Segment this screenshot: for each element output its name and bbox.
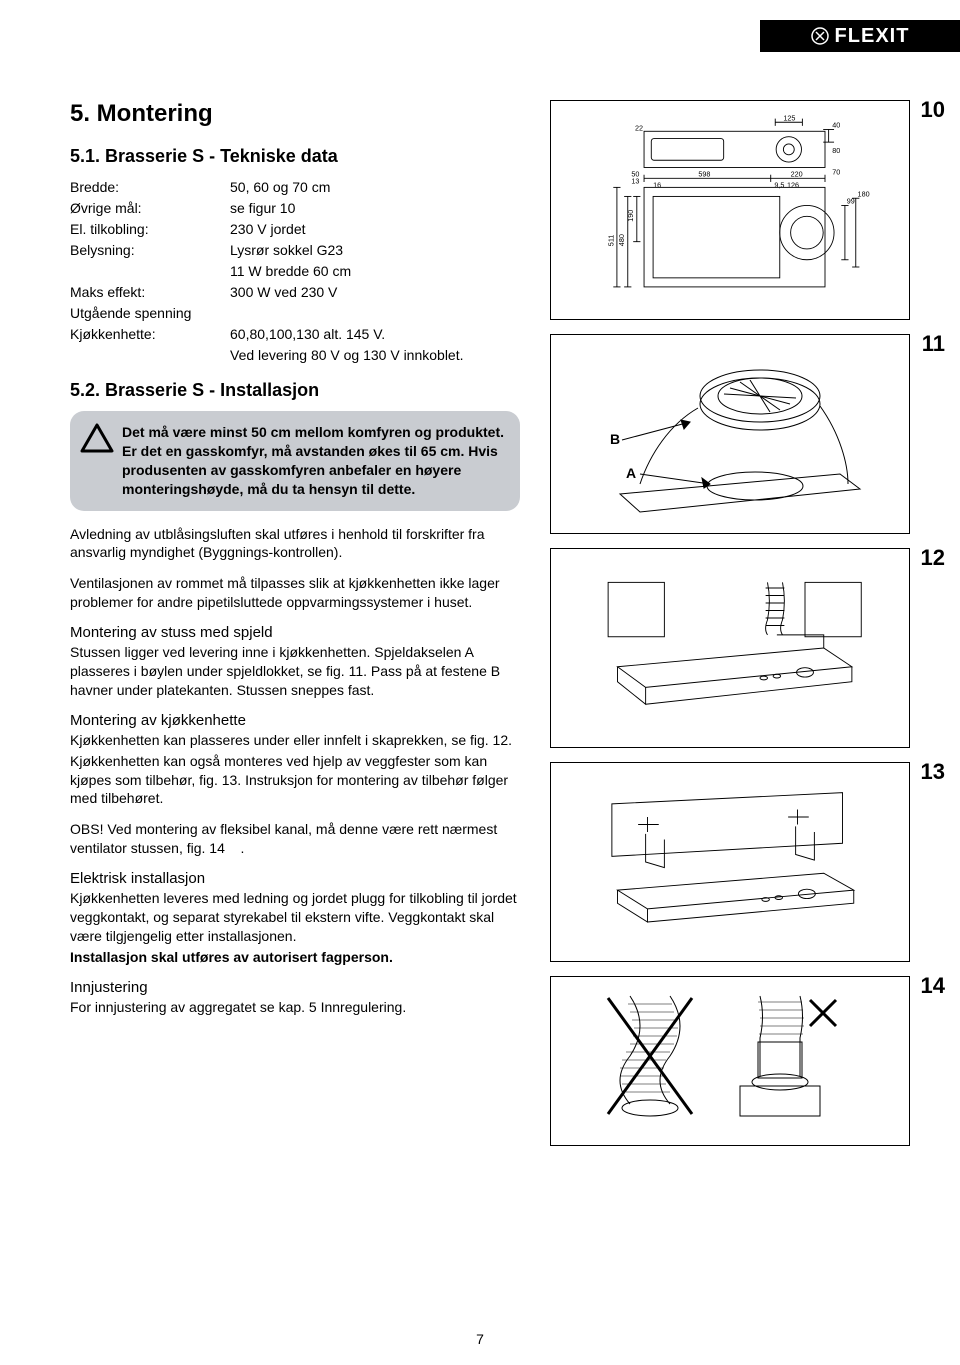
svg-text:220: 220 <box>791 170 803 179</box>
text-column: 5. Montering 5.1. Brasserie S - Tekniske… <box>70 100 520 1146</box>
section-install: 5.2. Brasserie S - Installasjon <box>70 380 520 401</box>
figure-12: 12 <box>550 548 910 748</box>
wall-mount-drawing-icon <box>580 787 880 937</box>
label-b: B <box>610 431 620 447</box>
svg-text:126: 126 <box>787 180 799 189</box>
assembly-drawing-icon: A B <box>580 344 880 524</box>
spec-row: Utgående spenning <box>70 303 520 324</box>
figure-11: 11 <box>550 334 910 534</box>
figure-number: 11 <box>922 331 945 357</box>
svg-text:70: 70 <box>832 168 840 177</box>
spec-table: Bredde:50, 60 og 70 cm Øvrige mål:se fig… <box>70 177 520 366</box>
section-tech-data: 5.1. Brasserie S - Tekniske data <box>70 146 520 167</box>
svg-text:480: 480 <box>617 234 626 246</box>
svg-text:40: 40 <box>832 121 840 130</box>
figure-number: 10 <box>921 97 945 123</box>
figure-number: 14 <box>921 973 945 999</box>
figure-number: 12 <box>921 545 945 571</box>
paragraph: Avledning av utblåsingsluften skal utfør… <box>70 525 520 563</box>
brand-header: FLEXIT <box>760 20 960 52</box>
paragraph: Kjøkkenhetten kan plasseres under eller … <box>70 731 520 750</box>
subheading: Montering av kjøkkenhette <box>70 712 520 729</box>
svg-text:511: 511 <box>606 235 615 247</box>
paragraph: Stussen ligger ved levering inne i kjøkk… <box>70 643 520 700</box>
label-a: A <box>626 465 636 481</box>
paragraph: Ventilasjonen av rommet må tilpasses sli… <box>70 574 520 612</box>
subheading: Elektrisk installasjon <box>70 870 520 887</box>
brand-name: FLEXIT <box>835 25 910 48</box>
svg-text:9,5: 9,5 <box>774 180 784 189</box>
spec-row: Belysning:Lysrør sokkel G23 <box>70 240 520 261</box>
svg-text:125: 125 <box>783 115 795 122</box>
svg-text:598: 598 <box>698 170 710 179</box>
svg-text:80: 80 <box>832 146 840 155</box>
figure-10: 10 <box>550 100 910 320</box>
figure-14: 14 <box>550 976 910 1146</box>
technical-drawing-icon: 125 40 22 80 598 220 70 9,5 16 126 50 13… <box>575 115 885 305</box>
subheading: Innjustering <box>70 979 520 996</box>
figure-column: 10 <box>550 100 910 1146</box>
figure-13: 13 <box>550 762 910 962</box>
brand-logo-icon <box>811 27 829 45</box>
spec-row: 11 W bredde 60 cm <box>70 261 520 282</box>
page-title: 5. Montering <box>70 100 520 128</box>
svg-text:16: 16 <box>653 180 661 189</box>
svg-text:22: 22 <box>635 123 643 132</box>
spec-row: Kjøkkenhette:60,80,100,130 alt. 145 V. <box>70 324 520 345</box>
paragraph: For innjustering av aggregatet se kap. 5… <box>70 998 520 1017</box>
spec-row: Maks effekt:300 W ved 230 V <box>70 282 520 303</box>
warning-triangle-icon <box>80 423 114 453</box>
svg-text:190: 190 <box>626 210 635 222</box>
figure-number: 13 <box>921 759 945 785</box>
svg-text:99: 99 <box>847 197 855 206</box>
paragraph: Kjøkkenhetten leveres med ledning og jor… <box>70 889 520 946</box>
paragraph-bold: Installasjon skal utføres av autorisert … <box>70 948 520 967</box>
svg-text:180: 180 <box>858 189 870 198</box>
paragraph: Kjøkkenhetten kan også monteres ved hjel… <box>70 752 520 809</box>
spec-row: Øvrige mål:se figur 10 <box>70 198 520 219</box>
duct-drawing-icon <box>580 986 880 1136</box>
spec-row: Ved levering 80 V og 130 V innkoblet. <box>70 345 520 366</box>
page-number: 7 <box>476 1331 484 1347</box>
paragraph: OBS! Ved montering av fleksibel kanal, m… <box>70 820 520 858</box>
spec-row: Bredde:50, 60 og 70 cm <box>70 177 520 198</box>
spec-row: El. tilkobling:230 V jordet <box>70 219 520 240</box>
warning-text: Det må være minst 50 cm mellom komfyren … <box>122 424 504 497</box>
warning-box: Det må være minst 50 cm mellom komfyren … <box>70 411 520 511</box>
subheading: Montering av stuss med spjeld <box>70 624 520 641</box>
svg-text:13: 13 <box>631 177 639 186</box>
mounting-drawing-icon <box>580 573 880 723</box>
